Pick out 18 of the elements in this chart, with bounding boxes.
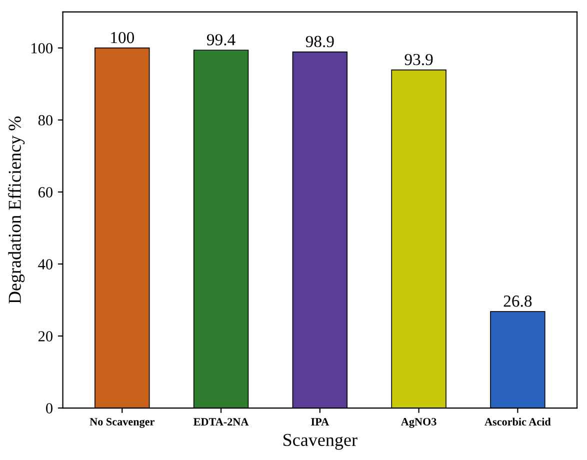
y-tick-label: 20 bbox=[38, 331, 53, 342]
y-axis-title: Degradation Efficiency % bbox=[8, 116, 25, 304]
y-tick-label: 60 bbox=[38, 187, 53, 198]
y-tick-label: 0 bbox=[46, 403, 53, 414]
x-tick-label: EDTA-2NA bbox=[194, 418, 249, 426]
x-axis-title: Scavenger bbox=[284, 434, 358, 450]
x-tick-label: No Scavenger bbox=[90, 418, 154, 428]
x-tick-label: AgNO3 bbox=[401, 418, 436, 428]
x-tick-label: Ascorbic Acid bbox=[484, 418, 551, 426]
y-tick-label: 80 bbox=[38, 115, 53, 126]
y-tick-label: 100 bbox=[32, 43, 53, 54]
y-tick-label: 40 bbox=[38, 259, 53, 270]
data-label: 93.9 bbox=[404, 54, 433, 66]
data-label: 99.4 bbox=[206, 34, 236, 46]
data-label: 98.9 bbox=[306, 36, 334, 48]
data-label: 100 bbox=[111, 32, 134, 44]
data-label: 26.8 bbox=[504, 296, 532, 307]
x-tick-label: IPA bbox=[311, 418, 329, 426]
